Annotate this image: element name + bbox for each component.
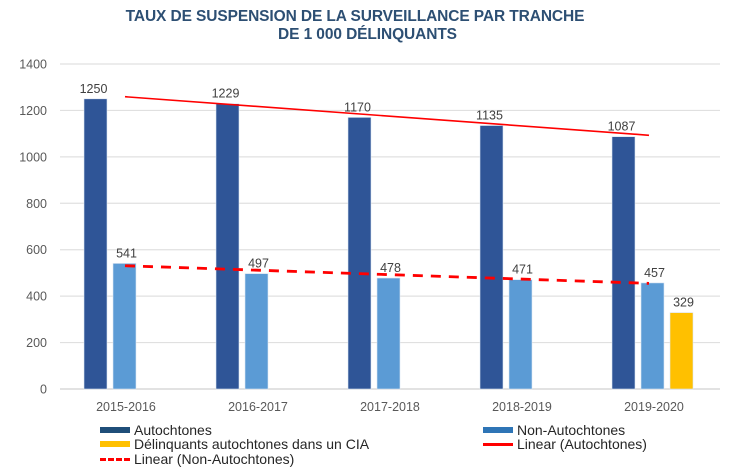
bar-autochtones	[215, 103, 240, 390]
gridlines	[60, 63, 720, 390]
y-tick-label: 400	[26, 290, 47, 304]
data-label: 1250	[80, 82, 108, 96]
y-tick-label: 1000	[19, 150, 47, 164]
legend-label: Linear (Autochtones)	[517, 436, 647, 452]
legend-label: Autochtones	[134, 422, 212, 438]
data-label: 1229	[212, 87, 240, 101]
data-label: 471	[512, 263, 533, 277]
data-label: 457	[644, 266, 665, 280]
x-tick-label: 2019-2020	[624, 400, 684, 414]
legend-label: Non-Autochtones	[517, 422, 626, 438]
legend-swatch-autochtones	[100, 427, 130, 434]
trendlines	[124, 95, 650, 285]
bar-autochtones	[347, 117, 372, 390]
y-tick-label: 0	[40, 383, 47, 397]
bar-non-autochtones	[640, 282, 665, 390]
legend-swatch-non-autochtones	[483, 427, 513, 434]
legend-swatch-linear-autochtones	[483, 442, 513, 446]
data-labels: 1250 1229 1170 1135 1087 541 497 478 471 457 329	[80, 82, 694, 310]
chart-title: TAUX DE SUSPENSION DE LA SURVEILLANCE PA…	[0, 8, 735, 44]
legend-item-non-autochtones: Non-Autochtones	[483, 423, 625, 438]
bar-chart: 0 200 400 600 800 1000 1200 1400 2015-2016 2016-…	[19, 58, 720, 414]
bar-d-linquants-autochtones-dans-un-cia	[669, 312, 694, 390]
y-tick-label: 800	[26, 197, 47, 211]
chart-title-line-1: TAUX DE SUSPENSION DE LA SURVEILLANCE PA…	[125, 8, 585, 25]
x-tick-label: 2018-2019	[492, 400, 552, 414]
y-tick-label: 600	[26, 243, 47, 257]
data-label: 541	[116, 246, 137, 260]
y-axis: 0 200 400 600 800 1000 1200 1400	[19, 58, 47, 397]
data-label: 329	[673, 296, 694, 310]
data-label: 1135	[476, 109, 503, 123]
bar-non-autochtones	[508, 279, 533, 390]
data-label: 478	[380, 261, 401, 275]
bar-non-autochtones	[244, 273, 269, 390]
legend-item-autochtones: Autochtones	[100, 423, 212, 438]
y-tick-label: 1400	[19, 58, 47, 72]
bar-autochtones	[611, 136, 636, 390]
legend-swatch-linear-non-autochtones	[100, 457, 130, 461]
trendline-non-autochtones	[124, 264, 650, 285]
data-label: 1087	[608, 120, 636, 134]
x-axis: 2015-2016 2016-2017 2017-2018 2018-2019 2019…	[96, 400, 684, 414]
x-tick-label: 2017-2018	[360, 400, 420, 414]
legend-label: Linear (Non-Autochtones)	[134, 451, 295, 467]
chart-title-line-2: DE 1 000 DÉLINQUANTS	[278, 26, 457, 43]
trendline-autochtones	[124, 95, 650, 137]
bar-autochtones	[83, 98, 108, 390]
legend-item-linear-non-autochtones: Linear (Non-Autochtones)	[100, 452, 294, 467]
y-tick-label: 200	[26, 336, 47, 350]
bars	[83, 98, 694, 390]
y-tick-label: 1200	[19, 104, 47, 118]
x-tick-label: 2016-2017	[228, 400, 288, 414]
legend-label: Délinquants autochtones dans un CIA	[134, 436, 370, 452]
legend-item-linear-autochtones: Linear (Autochtones)	[483, 437, 647, 452]
legend-swatch-cia	[100, 441, 130, 448]
bar-autochtones	[479, 125, 504, 390]
data-label: 497	[248, 257, 269, 271]
x-tick-label: 2015-2016	[96, 400, 156, 414]
data-label: 1170	[344, 100, 371, 114]
bar-non-autochtones	[376, 277, 401, 390]
legend-item-cia: Délinquants autochtones dans un CIA	[100, 437, 369, 452]
bar-non-autochtones	[112, 263, 137, 390]
